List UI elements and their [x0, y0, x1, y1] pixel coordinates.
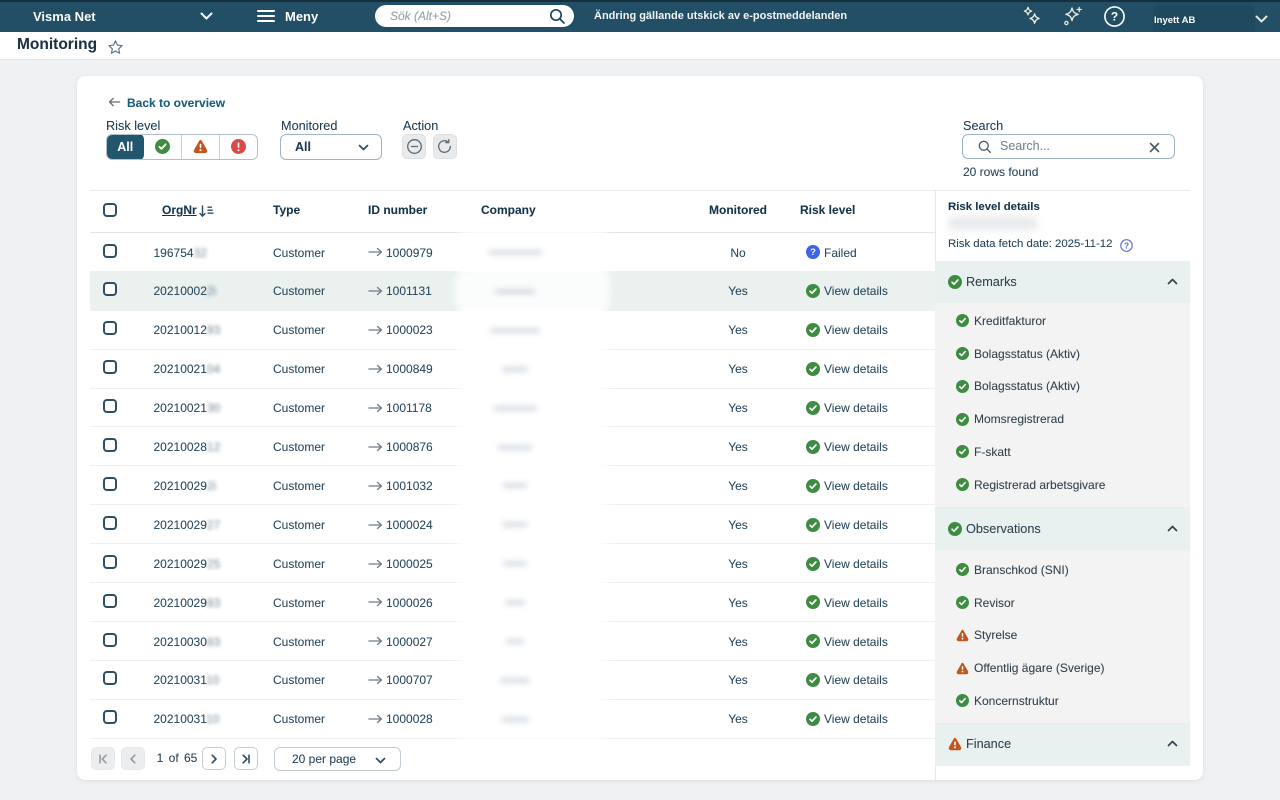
svg-text:?: ?	[810, 248, 816, 259]
svg-text:?: ?	[1111, 9, 1118, 23]
svg-text:?: ?	[1124, 241, 1129, 250]
